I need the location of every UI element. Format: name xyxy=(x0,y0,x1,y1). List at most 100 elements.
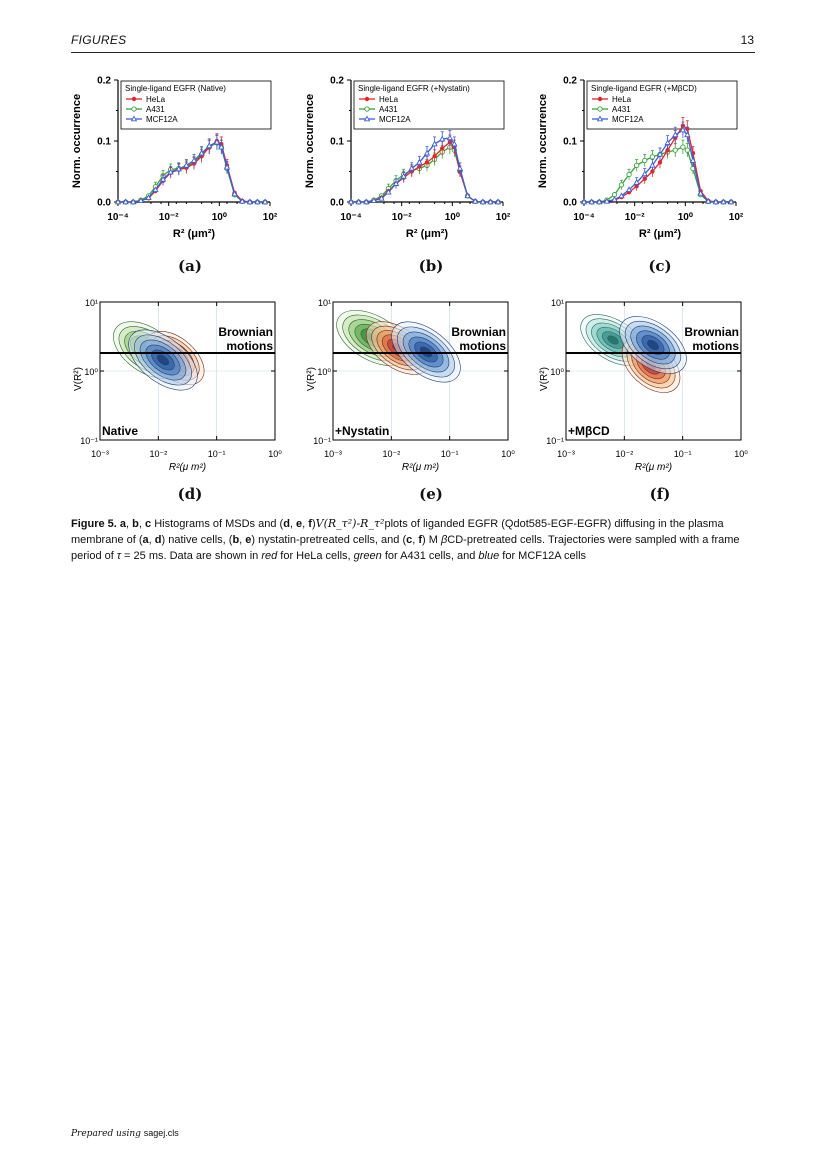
legend-marker xyxy=(131,96,137,102)
caption-emph: green xyxy=(353,550,382,562)
data-point xyxy=(727,198,735,205)
condition-label: Native xyxy=(102,424,138,438)
data-point xyxy=(611,196,618,202)
legend-marker xyxy=(597,106,603,112)
data-point xyxy=(213,138,221,145)
data-point xyxy=(618,182,625,188)
caption-ref: b xyxy=(232,534,240,546)
series-line-hela xyxy=(118,140,266,203)
legend-box xyxy=(586,80,738,130)
data-point xyxy=(392,180,400,186)
data-point xyxy=(580,198,588,205)
x-tick-label: 10⁰ xyxy=(678,212,693,223)
caption-text: , xyxy=(138,518,146,530)
contour-panel-d: Brownian motions Native 10¹ 10⁰ 10⁻¹ 10⁻³ 10⁻² 1… xyxy=(73,290,285,485)
data-point xyxy=(479,198,486,205)
data-point xyxy=(712,198,719,205)
data-point xyxy=(370,197,378,204)
data-point xyxy=(672,131,679,138)
data-point xyxy=(198,149,205,156)
contour-level xyxy=(156,354,170,366)
caption-text: for A431 cells, and xyxy=(381,550,479,562)
histogram-chart-a: 0.0 0.1 0.2 10⁻⁴ 10⁻² 10⁰ 10² R² (μm²) Norm. occ… xyxy=(71,76,278,241)
data-point xyxy=(431,140,438,147)
x-tick-label: 10⁻¹ xyxy=(441,449,459,459)
y-axis-label: Norm. occurrence xyxy=(537,94,549,188)
y-tick-label: 0.0 xyxy=(330,198,344,209)
data-point xyxy=(665,147,670,153)
contour-panel-e: Brownian motions +Nystatin 10¹ 10⁰ 10⁻¹ 10⁻³ 10… xyxy=(306,290,518,485)
caption-text: , xyxy=(126,518,133,530)
data-point xyxy=(261,198,269,205)
data-point xyxy=(664,139,671,146)
caption-ref: c xyxy=(406,534,413,546)
legend-marker xyxy=(363,115,371,122)
annotation-motions: motions xyxy=(692,339,739,353)
data-point xyxy=(254,198,261,205)
data-point xyxy=(487,198,494,205)
data-point xyxy=(206,142,213,149)
histogram-panel-a: 0.0 0.1 0.2 10⁻⁴ 10⁻² 10⁰ 10² R² (μm²) Norm. occ… xyxy=(70,70,280,250)
data-point xyxy=(130,198,137,205)
caption-text: , xyxy=(302,518,309,530)
data-point xyxy=(689,156,697,163)
y-tick-label: 0.0 xyxy=(97,198,111,209)
data-point xyxy=(656,150,664,157)
header-rule xyxy=(71,52,755,53)
data-point xyxy=(183,161,190,168)
data-point xyxy=(618,192,625,199)
x-tick-label: 10⁻⁴ xyxy=(573,212,594,223)
y-tick-label: 10¹ xyxy=(551,298,564,308)
data-point xyxy=(223,163,231,170)
panel-label-e: (e) xyxy=(419,485,443,503)
contour-layer xyxy=(336,310,461,383)
contour-level xyxy=(607,335,619,345)
y-axis-label: Norm. occurrence xyxy=(71,94,83,188)
panel-label-b: (b) xyxy=(418,257,444,275)
data-point xyxy=(424,160,430,165)
y-tick-label: 0.2 xyxy=(563,76,577,87)
caption-ref: d xyxy=(154,534,162,546)
footer-prefix: Prepared using xyxy=(71,1129,144,1139)
x-axis-label: R²(μ m²) xyxy=(402,462,439,473)
y-tick-label: 0.1 xyxy=(330,137,344,148)
x-tick-label: 10⁻¹ xyxy=(208,449,226,459)
caption-text: ) xyxy=(311,518,316,530)
data-point xyxy=(680,144,686,150)
legend-entry: HeLa xyxy=(612,95,632,104)
caption-text: ) nystatin-pretreated cells, and ( xyxy=(251,534,407,546)
data-point xyxy=(626,171,632,178)
x-axis-label: R² (μm²) xyxy=(406,228,449,240)
data-point xyxy=(363,198,370,205)
y-tick-label: 10⁻¹ xyxy=(313,436,331,446)
data-point xyxy=(684,131,691,138)
caption-text: = 25 ms. Data are shown in xyxy=(121,550,262,562)
data-point xyxy=(494,198,502,205)
y-tick-label: 0.1 xyxy=(97,137,111,148)
panel-label-c: (c) xyxy=(648,257,672,275)
data-point xyxy=(239,197,246,204)
data-point xyxy=(684,147,690,153)
caption-text: CD-pretreated cells. Trajectories were s… xyxy=(71,534,740,562)
data-point xyxy=(472,197,479,204)
running-header: FIGURES xyxy=(71,33,127,47)
histogram-panel-b: 0.0 0.1 0.2 10⁻⁴ 10⁻² 10⁰ 10² R² (μm²) Norm. occ… xyxy=(303,70,513,250)
data-point xyxy=(596,198,603,205)
caption-text: for HeLa cells, xyxy=(277,550,354,562)
data-point xyxy=(641,170,648,177)
annotation-brownian: Brownian xyxy=(451,325,506,339)
x-axis-label: R² (μm²) xyxy=(173,228,216,240)
caption-math: τ xyxy=(116,550,121,562)
data-point xyxy=(218,143,225,150)
legend-marker xyxy=(596,115,604,122)
data-point xyxy=(588,198,595,205)
annotation-brownian: Brownian xyxy=(684,325,739,339)
data-point xyxy=(355,198,362,205)
data-point xyxy=(385,188,392,195)
data-point xyxy=(190,156,198,163)
x-tick-label: 10² xyxy=(263,212,278,223)
x-tick-label: 10⁻³ xyxy=(557,449,575,459)
x-tick-label: 10⁻⁴ xyxy=(107,212,128,223)
x-axis-label: R²(μ m²) xyxy=(635,462,672,473)
caption-emph: red xyxy=(261,550,278,562)
